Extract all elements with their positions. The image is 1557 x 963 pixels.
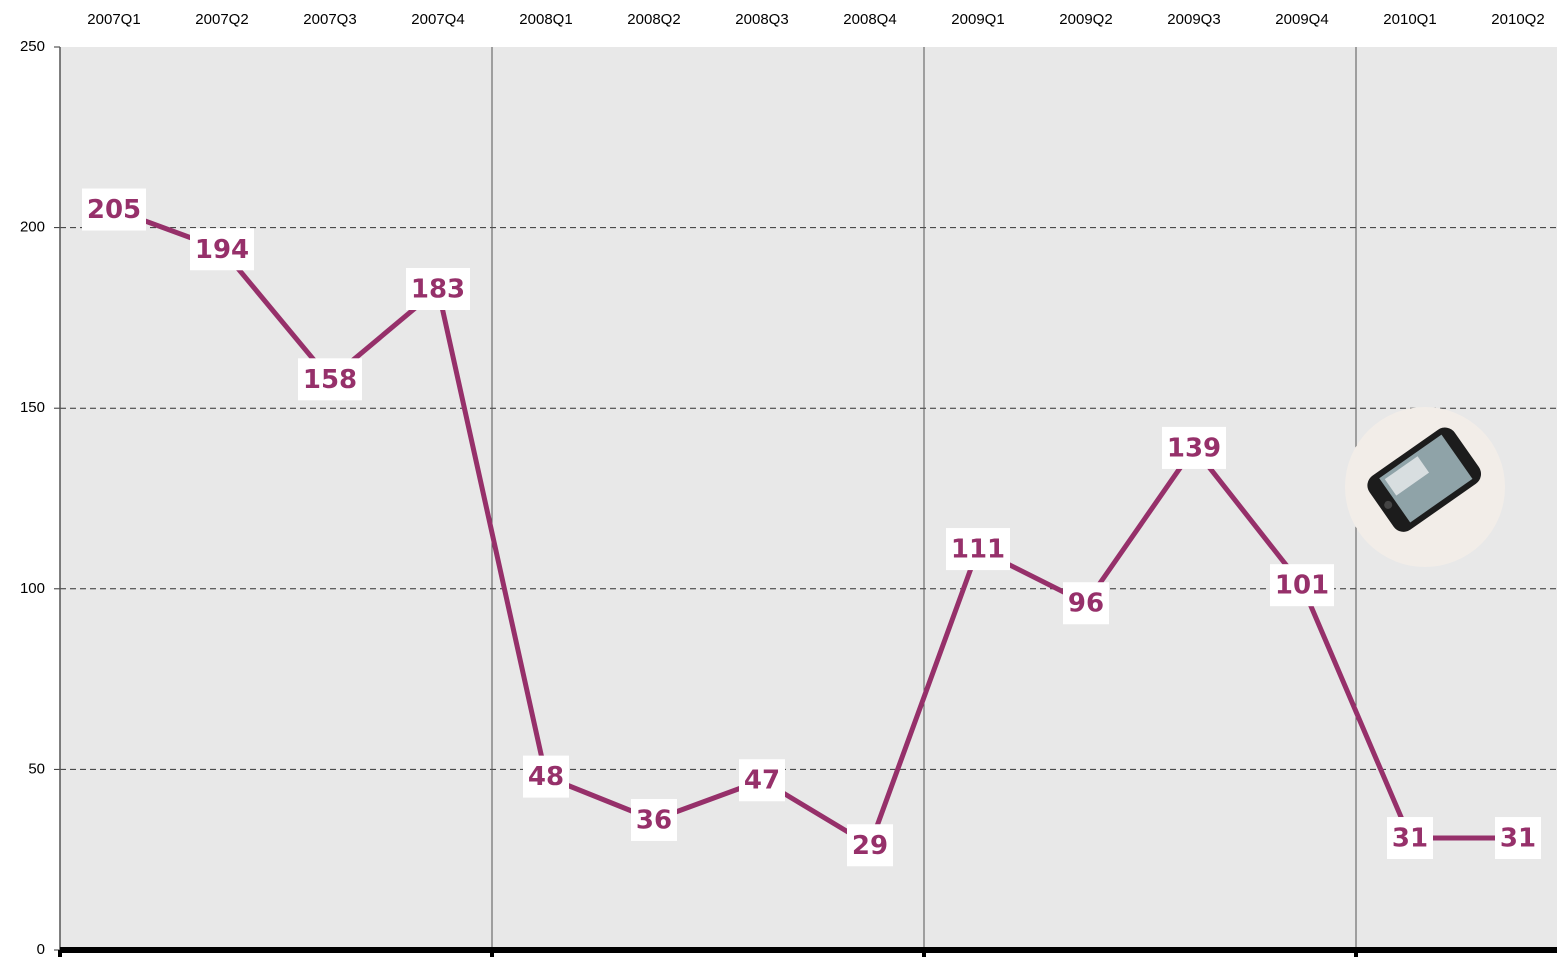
x-tick-label: 2009Q4 bbox=[1275, 11, 1328, 28]
y-tick-label: 0 bbox=[37, 941, 45, 958]
x-tick-label: 2008Q4 bbox=[843, 11, 896, 28]
data-label: 96 bbox=[1068, 589, 1104, 619]
data-label: 139 bbox=[1167, 433, 1221, 463]
x-tick-label: 2007Q3 bbox=[303, 11, 356, 28]
data-label: 194 bbox=[195, 235, 249, 265]
x-tick-label: 2009Q1 bbox=[951, 11, 1004, 28]
x-tick-label: 2008Q2 bbox=[627, 11, 680, 28]
x-tick-label: 2008Q3 bbox=[735, 11, 788, 28]
data-label: 205 bbox=[87, 195, 141, 225]
data-label: 47 bbox=[744, 766, 780, 796]
phone-picture bbox=[1345, 407, 1505, 567]
data-label: 111 bbox=[951, 535, 1005, 565]
data-label: 183 bbox=[411, 275, 465, 305]
x-tick-label: 2010Q1 bbox=[1383, 11, 1436, 28]
y-tick-label: 50 bbox=[28, 760, 45, 777]
data-label: 36 bbox=[636, 805, 672, 835]
y-tick-label: 150 bbox=[20, 399, 45, 416]
x-tick-label: 2009Q3 bbox=[1167, 11, 1220, 28]
data-label: 29 bbox=[852, 831, 888, 861]
x-tick-label: 2009Q2 bbox=[1059, 11, 1112, 28]
data-label: 48 bbox=[528, 762, 564, 792]
x-tick-label: 2008Q1 bbox=[519, 11, 572, 28]
data-label: 101 bbox=[1275, 571, 1329, 601]
y-tick-label: 250 bbox=[20, 38, 45, 55]
x-tick-label: 2007Q4 bbox=[411, 11, 464, 28]
x-tick-label: 2010Q2 bbox=[1491, 11, 1544, 28]
y-tick-label: 100 bbox=[20, 580, 45, 597]
plot-area bbox=[60, 47, 1557, 950]
x-tick-label: 2007Q1 bbox=[87, 11, 140, 28]
chart: 205 194 158 183 48 36 47 29 111 96 139 101 31 31 0 50 1… bbox=[0, 0, 1557, 958]
data-label: 158 bbox=[303, 365, 357, 395]
data-label: 31 bbox=[1392, 824, 1428, 854]
y-tick-label: 200 bbox=[20, 219, 45, 236]
data-label: 31 bbox=[1500, 824, 1536, 854]
x-tick-label: 2007Q2 bbox=[195, 11, 248, 28]
